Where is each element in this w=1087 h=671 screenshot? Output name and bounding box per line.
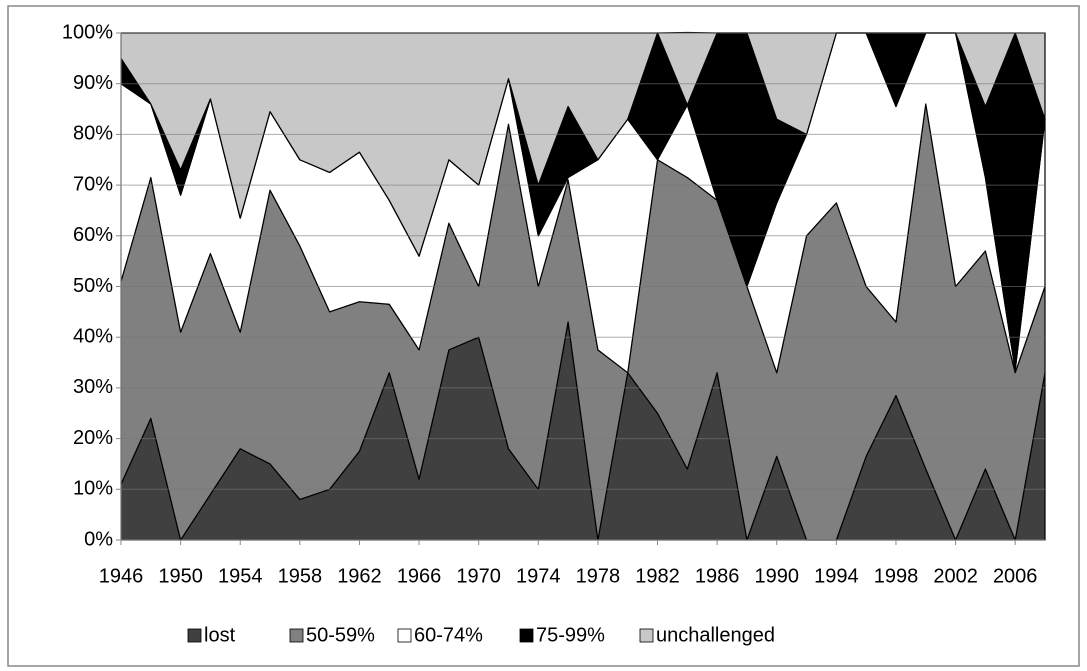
- legend-swatch: [639, 628, 654, 643]
- y-tick-label: 80%: [73, 123, 113, 145]
- y-tick-label: 100%: [62, 21, 113, 43]
- legend-label: 60-74%: [414, 624, 483, 646]
- y-tick-label: 70%: [73, 173, 113, 195]
- legend-swatch: [289, 628, 304, 643]
- legend-swatch: [519, 628, 534, 643]
- y-tick-label: 50%: [73, 275, 113, 297]
- x-tick-label: 1958: [278, 565, 323, 587]
- y-tick-label: 20%: [73, 427, 113, 449]
- y-tick-label: 40%: [73, 325, 113, 347]
- x-tick-label: 1974: [516, 565, 561, 587]
- x-tick-label: 1970: [456, 565, 501, 587]
- x-tick-label: 1986: [695, 565, 740, 587]
- x-tick-label: 1954: [218, 565, 263, 587]
- y-tick-label: 30%: [73, 376, 113, 398]
- x-tick-label: 2006: [993, 565, 1038, 587]
- x-tick-label: 1982: [635, 565, 680, 587]
- y-tick-label: 10%: [73, 478, 113, 500]
- legend-label: 50-59%: [306, 624, 375, 646]
- x-tick-label: 1990: [754, 565, 799, 587]
- x-tick-label: 2002: [933, 565, 978, 587]
- legend-label: 75-99%: [536, 624, 605, 646]
- legend-label: unchallenged: [656, 624, 775, 646]
- x-tick-label: 1950: [158, 565, 203, 587]
- x-tick-label: 1994: [814, 565, 859, 587]
- x-tick-label: 1998: [874, 565, 919, 587]
- x-tick-label: 1962: [337, 565, 382, 587]
- y-tick-label: 90%: [73, 72, 113, 94]
- y-tick-label: 60%: [73, 224, 113, 246]
- legend-swatch: [397, 628, 412, 643]
- x-tick-label: 1978: [576, 565, 621, 587]
- y-tick-label: 0%: [84, 528, 113, 550]
- legend-label: lost: [204, 624, 236, 646]
- x-tick-label: 1966: [397, 565, 442, 587]
- x-tick-label: 1946: [99, 565, 144, 587]
- legend-swatch: [187, 628, 202, 643]
